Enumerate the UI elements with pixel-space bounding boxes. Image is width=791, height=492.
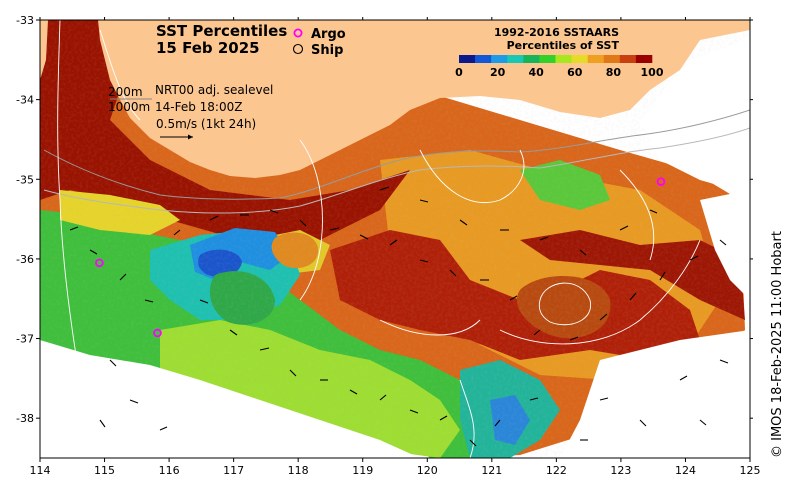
colorbar-swatch: [571, 55, 588, 63]
x-axis: 114 115 116 117 118 119 120 121 122 123 124 125: [30, 17, 761, 477]
colorbar-title-1: 1992-2016 SSTAARS: [494, 26, 619, 39]
y-tick-label: -33: [16, 14, 34, 27]
colorbar-swatch: [507, 55, 524, 63]
argo-float-marker: [656, 177, 666, 186]
product-label: NRT00 adj. sealevel: [155, 83, 273, 97]
imos-credit: © IMOS 18-Feb-2025 11:00 Hobart: [770, 231, 785, 458]
colorbar-tick-label: 100: [641, 66, 664, 79]
colorbar-swatch: [619, 55, 637, 63]
depth-200m-label: 200m: [108, 85, 143, 99]
scale-arrow-head: [188, 134, 193, 140]
scale-label: 0.5m/s (1kt 24h): [156, 117, 256, 131]
map-plot-area: [40, 20, 750, 458]
colorbar-tick-label: 80: [606, 66, 622, 79]
depth-1000m-label: 1000m: [108, 100, 150, 114]
sea-level-contours: [57, 20, 701, 458]
colorbar-tick-label: 0: [455, 66, 463, 79]
map-notes: 200m 1000m NRT00 adj. sealevel 14-Feb 18…: [108, 83, 273, 140]
x-tick-label: 121: [481, 464, 502, 477]
colorbar-swatch: [603, 55, 621, 63]
x-tick-label: 116: [159, 464, 180, 477]
map-title-line2: 15 Feb 2025: [156, 39, 260, 57]
colorbar-swatch: [523, 55, 540, 63]
x-tick-label: 123: [610, 464, 631, 477]
colorbar-swatch: [635, 55, 653, 63]
colorbar-tick-label: 20: [490, 66, 506, 79]
y-tick-label: -36: [16, 253, 34, 266]
y-tick-label: -35: [16, 173, 34, 186]
colorbar-swatch: [555, 55, 572, 63]
x-tick-label: 118: [288, 464, 309, 477]
colorbar-swatch: [587, 55, 605, 63]
colorbar-tick-label: 40: [529, 66, 545, 79]
plot-frame: [39, 19, 751, 459]
cloud-mask: [40, 40, 750, 458]
y-axis: -33 -34 -35 -36 -37 -38: [16, 14, 753, 425]
x-tick-label: 124: [675, 464, 696, 477]
map-title-line1: SST Percentiles: [156, 22, 287, 40]
x-tick-label: 115: [94, 464, 115, 477]
y-tick-label: -34: [16, 94, 34, 107]
ship-legend-icon: [292, 43, 304, 55]
marker-legend: Argo Ship: [292, 27, 346, 58]
colorbar-swatches: [459, 55, 653, 63]
bathymetry-1000m-contour: [43, 127, 750, 214]
colorbar-swatch: [459, 55, 476, 63]
x-tick-label: 119: [352, 464, 373, 477]
argo-legend-label: Argo: [311, 27, 346, 42]
argo-legend-icon: [293, 28, 303, 38]
y-tick-label: -38: [16, 412, 34, 425]
argo-float-marker: [95, 258, 104, 268]
ship-legend-label: Ship: [311, 43, 343, 58]
x-tick-label: 117: [223, 464, 244, 477]
argo-float-marker: [153, 328, 162, 338]
colorbar-swatch: [491, 55, 508, 63]
y-tick-label: -37: [16, 333, 34, 346]
current-vectors: [69, 186, 729, 447]
argo-float-markers: [95, 177, 666, 338]
colorbar-legend: 1992-2016 SSTAARS Percentiles of SST 0 20…: [455, 26, 664, 79]
colorbar-ticks: 0 20 40 60 80 100: [455, 66, 664, 79]
x-tick-label: 114: [30, 464, 51, 477]
x-tick-label: 125: [740, 464, 761, 477]
colorbar-swatch: [475, 55, 492, 63]
bathymetry-200m-contour: [43, 109, 750, 200]
land-west-coast: [40, 20, 48, 80]
valid-time-label: 14-Feb 18:00Z: [155, 100, 242, 114]
colorbar-swatch: [539, 55, 556, 63]
colorbar-title-2: Percentiles of SST: [507, 39, 620, 52]
x-tick-label: 122: [546, 464, 567, 477]
colorbar-tick-label: 60: [567, 66, 583, 79]
x-tick-label: 120: [417, 464, 438, 477]
